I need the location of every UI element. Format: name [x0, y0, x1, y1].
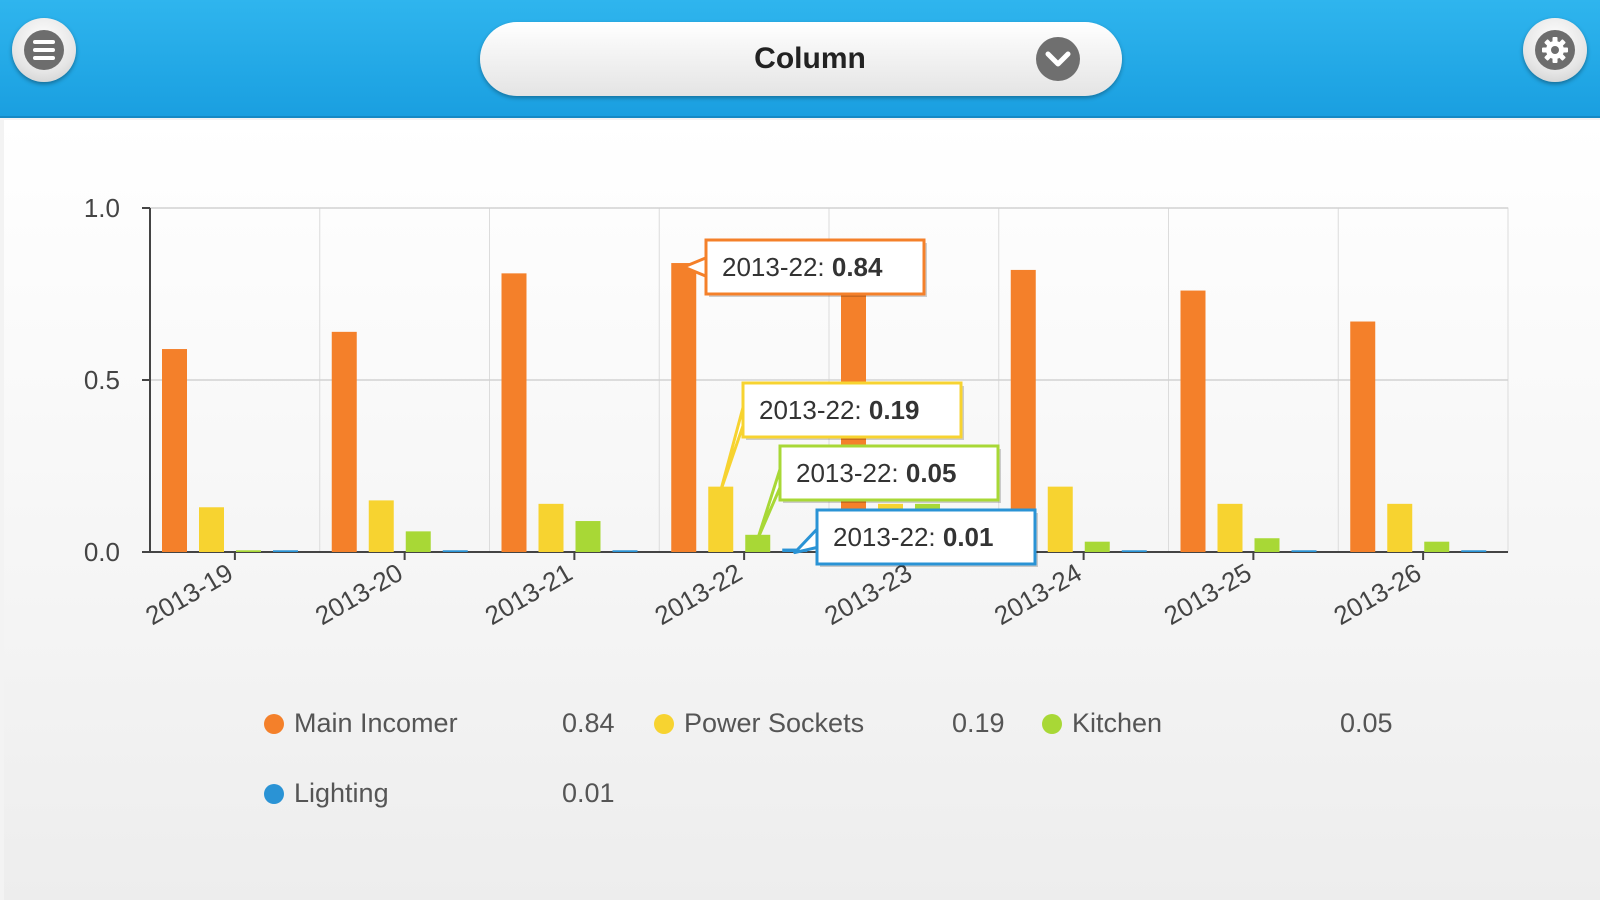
bar-kitchen[interactable] [1424, 541, 1450, 552]
legend-color-dot [264, 784, 284, 804]
bar-power-sockets[interactable] [368, 500, 394, 552]
gear-icon [1535, 30, 1575, 70]
bar-main-incomer[interactable] [331, 331, 357, 552]
bar-main-incomer[interactable] [1350, 321, 1376, 552]
legend-item-main-incomer[interactable]: Main Incomer 0.84 [264, 704, 624, 744]
legend-series-value: 0.05 [1340, 708, 1393, 738]
bar-power-sockets[interactable] [538, 503, 564, 552]
bar-power-sockets[interactable] [199, 507, 224, 552]
x-tick-label: 2013-19 [140, 557, 238, 631]
tooltip-text: 2013-22: 0.05 [796, 458, 956, 488]
y-tick-label: 1.0 [84, 193, 120, 223]
tooltip-main-incomer: 2013-22: 0.84 [682, 238, 927, 297]
tooltip-category: 2013-22: [796, 458, 906, 488]
tooltip-box [704, 238, 926, 296]
tooltip-category: 2013-22: [759, 395, 869, 425]
bar-lighting[interactable] [1461, 550, 1487, 552]
legend-series-value: 0.01 [562, 778, 615, 808]
x-tick-label: 2013-20 [310, 557, 408, 631]
tooltip-box [741, 381, 963, 439]
tooltip-value: 0.84 [832, 252, 883, 282]
legend-series-value: 0.84 [562, 708, 615, 738]
bar-lighting[interactable] [1121, 550, 1147, 552]
tooltip-category: 2013-22: [833, 522, 943, 552]
legend-color-dot [264, 714, 284, 734]
bar-main-incomer[interactable] [671, 263, 697, 552]
tooltip-kitchen: 2013-22: 0.05 [756, 444, 1001, 541]
legend-item-lighting[interactable]: Lighting 0.01 [264, 774, 624, 814]
bar-power-sockets[interactable] [1217, 503, 1243, 552]
tooltip-box [815, 508, 1037, 566]
tooltip-pointer [719, 398, 747, 493]
legend-series-name: Lighting [294, 778, 389, 808]
bar-power-sockets[interactable] [1387, 503, 1413, 552]
bar-lighting[interactable] [273, 550, 298, 552]
chart-type-dropdown[interactable]: Column [480, 22, 1122, 96]
tooltip-box [778, 444, 1000, 502]
chart-type-label: Column [754, 42, 866, 75]
x-tick-label: 2013-22 [649, 557, 747, 631]
bar-kitchen[interactable] [745, 534, 771, 552]
chevron-down-icon [1036, 37, 1080, 81]
y-tick-label: 0.5 [84, 365, 120, 395]
settings-button[interactable] [1523, 18, 1587, 82]
bar-lighting[interactable] [1291, 550, 1317, 552]
x-tick-label: 2013-23 [819, 557, 917, 631]
menu-button[interactable] [12, 18, 76, 82]
x-tick-label: 2013-24 [989, 557, 1087, 631]
x-tick-label: 2013-25 [1159, 557, 1257, 631]
bar-kitchen[interactable] [575, 521, 601, 552]
y-tick-label: 0.0 [84, 537, 120, 567]
bar-power-sockets[interactable] [708, 486, 734, 552]
tooltip-value: 0.05 [906, 458, 957, 488]
bar-main-incomer[interactable] [162, 349, 187, 552]
bar-lighting[interactable] [612, 550, 638, 552]
bar-kitchen[interactable] [1254, 538, 1280, 552]
tooltip-value: 0.19 [869, 395, 920, 425]
legend-color-dot [654, 714, 674, 734]
tooltip-pointer [756, 461, 784, 541]
bar-power-sockets[interactable] [1047, 486, 1073, 552]
tooltip-text: 2013-22: 0.84 [722, 252, 883, 282]
legend-series-name: Main Incomer [294, 708, 458, 738]
legend-item-kitchen[interactable]: Kitchen 0.05 [1042, 704, 1402, 744]
bar-main-incomer[interactable] [1180, 290, 1206, 552]
tooltip-text: 2013-22: 0.01 [833, 522, 993, 552]
bar-main-incomer[interactable] [501, 273, 527, 552]
x-tick-label: 2013-21 [480, 557, 578, 631]
tooltip-pointer [793, 525, 821, 555]
bar-kitchen[interactable] [1084, 541, 1110, 552]
legend-color-dot [1042, 714, 1062, 734]
top-bar: Column [0, 0, 1600, 118]
bar-main-incomer[interactable] [1010, 269, 1036, 552]
bar-lighting[interactable] [782, 548, 808, 552]
tooltip-power-sockets: 2013-22: 0.19 [719, 381, 964, 493]
x-tick-label: 2013-26 [1328, 557, 1426, 631]
tooltip-value: 0.01 [943, 522, 994, 552]
menu-icon [24, 30, 64, 70]
legend-series-name: Kitchen [1072, 708, 1163, 738]
bar-lighting[interactable] [442, 550, 468, 552]
bar-kitchen[interactable] [405, 531, 431, 552]
tooltip-lighting: 2013-22: 0.01 [793, 508, 1038, 567]
legend-item-power-sockets[interactable]: Power Sockets 0.19 [654, 704, 1014, 744]
legend-series-name: Power Sockets [684, 708, 865, 738]
tooltip-category: 2013-22: [722, 252, 832, 282]
bar-kitchen[interactable] [236, 550, 261, 552]
tooltip-text: 2013-22: 0.19 [759, 395, 919, 425]
legend-series-value: 0.19 [952, 708, 1005, 738]
